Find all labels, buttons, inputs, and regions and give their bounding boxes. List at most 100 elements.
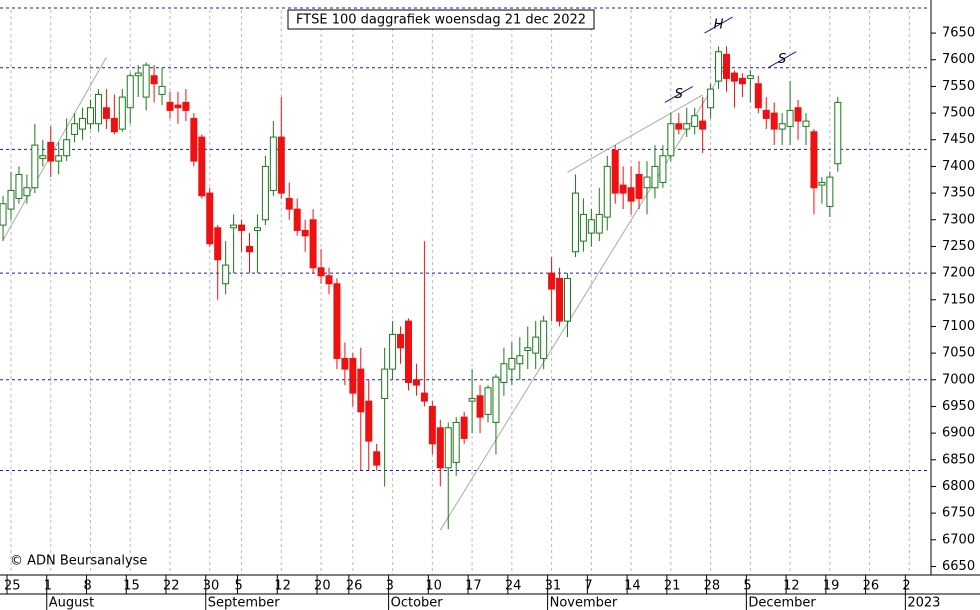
candle-body [746, 75, 754, 79]
title-box [287, 9, 595, 30]
candle-body [428, 405, 436, 445]
candle-body [261, 165, 269, 221]
candle-body [826, 176, 834, 207]
candle-body [412, 379, 420, 386]
candle-body [238, 224, 246, 231]
candle-body [619, 184, 627, 194]
month-label: October [391, 596, 444, 610]
candle-body [834, 101, 842, 165]
candle-body [468, 397, 476, 402]
x-tick-label: 24 [505, 579, 522, 594]
candle-body [293, 208, 301, 231]
candle-body [63, 139, 71, 157]
candle-body [174, 104, 182, 109]
annotation-stroke [664, 85, 694, 103]
plot-area: S H S [0, 16, 842, 531]
x-tick-label: 20 [314, 579, 331, 594]
x-tick-label: 28 [704, 579, 721, 594]
candle-body [158, 85, 166, 95]
candle-body [818, 181, 826, 186]
x-tick-label: 1 [44, 579, 52, 594]
candle-body [55, 155, 63, 162]
candle-body [579, 213, 587, 242]
candle-body [683, 123, 691, 130]
candle-body [94, 93, 102, 125]
x-tick-label: 31 [545, 579, 562, 594]
candle-body [381, 368, 389, 399]
annotation: S [675, 87, 683, 102]
annotation-stroke [767, 51, 797, 69]
candle-body [309, 219, 317, 269]
x-tick-label: 3 [386, 579, 394, 594]
y-tick-label: 7550 [942, 79, 975, 94]
candle-body [230, 224, 238, 229]
grid [0, 10, 930, 575]
y-tick-label: 7250 [942, 239, 975, 254]
candle-body [786, 109, 794, 127]
candle-body [31, 144, 39, 189]
candle-body [675, 123, 683, 130]
x-tick-label: 30 [203, 579, 220, 594]
candle-body [190, 117, 198, 162]
candle-body [198, 136, 206, 197]
candle-body [214, 227, 222, 261]
candle-body [516, 355, 524, 365]
candle-body [253, 227, 261, 231]
candle-body [373, 451, 381, 466]
candle-body [564, 277, 571, 322]
candle-body [571, 192, 579, 253]
x-tick-label: 7 [584, 579, 592, 594]
candle-body [476, 395, 484, 418]
candle-body [341, 357, 349, 370]
annotation: H [714, 18, 724, 33]
candle-body [333, 283, 341, 359]
x-tick-label: 2 [902, 579, 910, 594]
x-tick-label: 25 [4, 579, 21, 594]
candle-body [365, 400, 373, 442]
candle-body [349, 357, 357, 394]
month-label: November [550, 596, 618, 610]
candle-body [269, 136, 277, 191]
candle-body [492, 376, 500, 423]
candle-body [389, 333, 397, 370]
candle-body [794, 107, 802, 122]
candle-body [484, 387, 492, 415]
candle-body [603, 165, 611, 218]
candle-body [71, 123, 79, 135]
x-tick-label: 26 [346, 579, 363, 594]
y-tick-label: 7350 [942, 186, 975, 201]
x-tick-label: 21 [664, 579, 681, 594]
candle-body [715, 51, 723, 82]
candle-body [182, 101, 190, 111]
candle-body [87, 107, 94, 125]
candle-body [405, 320, 412, 383]
candle-body [110, 117, 118, 133]
candle-body [611, 149, 619, 194]
x-tick-label: 8 [84, 579, 92, 594]
candle-body [102, 107, 110, 119]
candle-body [699, 120, 707, 130]
x-tick-label: 5 [743, 579, 751, 594]
candle-body [150, 75, 158, 85]
candle-body [754, 83, 762, 109]
candle-body [635, 173, 643, 199]
y-tick-label: 7050 [942, 346, 975, 361]
y-tick-label: 7500 [942, 106, 975, 121]
month-label: December [748, 596, 816, 610]
candle-body [126, 75, 134, 109]
y-tick-label: 7200 [942, 266, 975, 281]
candle-body [277, 136, 285, 194]
y-tick-label: 7150 [942, 292, 975, 307]
candle-body [524, 347, 532, 351]
candle-body [691, 115, 699, 127]
candle-body [595, 213, 603, 234]
candle-body [770, 112, 778, 130]
x-tick-label: 22 [163, 579, 180, 594]
y-tick-label: 7600 [942, 52, 975, 67]
candle-body [723, 53, 730, 79]
x-tick-label: 26 [863, 579, 880, 594]
x-tick-label: 14 [624, 579, 641, 594]
candle-body [667, 123, 675, 157]
